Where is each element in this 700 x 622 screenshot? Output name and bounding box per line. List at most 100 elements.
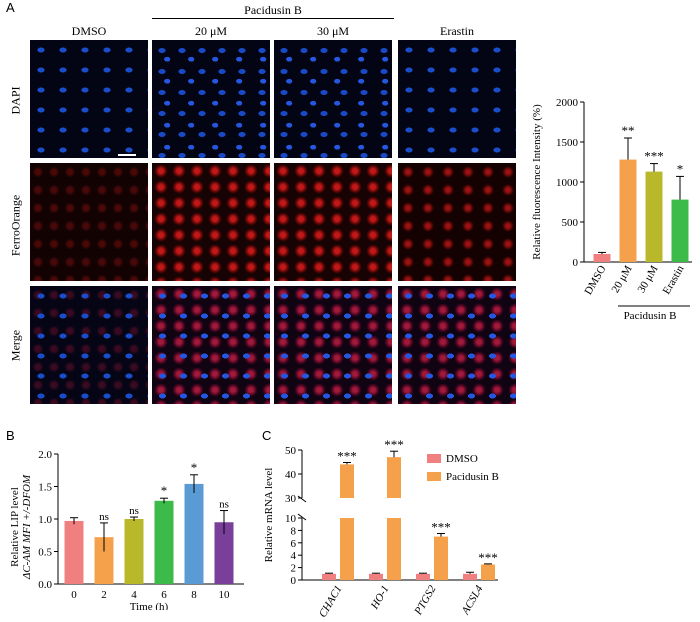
significance-label: ***	[384, 440, 404, 452]
y-tick-label: 8	[291, 525, 297, 537]
panel-a-letter: A	[6, 0, 15, 15]
significance-label: ***	[478, 550, 498, 565]
bar	[671, 199, 689, 262]
micrograph-merge-erastin	[398, 286, 516, 404]
y-tick-label: 40	[285, 469, 297, 481]
legend-swatch	[427, 454, 441, 463]
y-tick-label: 0	[573, 257, 579, 269]
y-tick-label: 0	[291, 575, 297, 587]
y-tick-label: 1000	[556, 177, 579, 189]
bar-upper-segment	[340, 464, 354, 498]
bar-upper-segment	[387, 457, 401, 498]
y-axis-title: Relative mRNA level	[263, 468, 275, 563]
x-axis-title: Time (h)	[130, 601, 169, 610]
column-label-dmso: DMSO	[71, 24, 107, 38]
fluorescence-chart: 0 500 1000 1500 2000 Relative fluorescence In…	[531, 97, 692, 322]
x-tick-label: Erastin	[661, 263, 687, 296]
x-tick-label: 30 μM	[635, 263, 660, 295]
column-label-20um: 20 μM	[194, 24, 228, 38]
bar	[645, 171, 663, 262]
bar	[322, 573, 336, 580]
bar-lower-segment	[340, 518, 354, 580]
micrograph-merge-dmso	[30, 286, 148, 404]
column-label-30um: 30 μM	[316, 24, 350, 38]
significance-label: ***	[431, 520, 451, 535]
micrograph-dapi-20um	[152, 40, 270, 158]
legend-label: Pacidusin B	[446, 471, 499, 483]
significance-label: **	[622, 123, 635, 138]
x-tick-label: 8	[191, 589, 197, 601]
y-tick-label: 1500	[556, 137, 579, 149]
x-tick-label: DMSO	[582, 263, 608, 297]
bar	[416, 573, 430, 580]
scale-bar	[118, 154, 136, 156]
pacidusin-group-line	[152, 18, 394, 19]
micrograph-merge-20um	[152, 286, 270, 404]
significance-label: ***	[337, 448, 357, 463]
panel-c-letter: C	[262, 428, 272, 443]
micrograph-ferroorange-dmso	[30, 163, 148, 281]
y-axis-title: Relative fluorescence Intensity (%)	[531, 104, 543, 260]
legend-swatch	[427, 472, 441, 481]
micrograph-dapi-30um	[274, 40, 392, 158]
bar	[463, 573, 477, 580]
micrograph-ferroorange-30um	[274, 163, 392, 281]
x-tick-label: 6	[161, 589, 167, 601]
group-label: Pacidusin B	[624, 310, 677, 322]
bar	[214, 522, 234, 584]
x-tick-label: 0	[71, 589, 77, 601]
bar	[154, 500, 174, 584]
micrograph-dapi-dmso	[30, 40, 148, 158]
bar	[619, 159, 637, 262]
axis-break-mark	[297, 495, 307, 503]
column-label-erastin: Erastin	[440, 24, 474, 38]
y-tick-label: 2000	[556, 97, 579, 109]
bar	[124, 519, 144, 584]
significance-label: *	[677, 161, 684, 176]
y-axis-title-line2: ΔC-AM MFI +/-DFOM	[21, 474, 33, 580]
x-tick-label: ACSL4	[459, 583, 486, 617]
bar	[369, 573, 383, 580]
significance-label: ns	[219, 499, 229, 511]
y-tick-label: 0.5	[38, 547, 52, 559]
significance-label: ***	[644, 149, 664, 164]
row-label-merge: Merge	[8, 329, 23, 362]
y-tick-label: 6	[291, 538, 297, 550]
y-tick-label: 2.0	[38, 449, 52, 461]
significance-label: ns	[99, 511, 109, 523]
y-tick-label: 10	[285, 513, 297, 525]
x-tick-label: PTGS2	[412, 583, 439, 618]
significance-label: ns	[129, 505, 139, 517]
row-label-dapi: DAPI	[8, 86, 23, 115]
y-tick-label: 50	[285, 445, 297, 457]
y-tick-label: 1.0	[38, 514, 52, 526]
bar	[593, 254, 611, 262]
y-tick-label: 1.5	[38, 482, 52, 494]
bar	[434, 536, 448, 580]
bar	[184, 483, 204, 584]
x-tick-label: 20 μM	[609, 263, 634, 295]
x-tick-label: 4	[131, 589, 137, 601]
pacidusin-group-label: Pacidusin B	[244, 3, 302, 17]
micrograph-ferroorange-erastin	[398, 163, 516, 281]
y-tick-label: 0.0	[38, 579, 52, 591]
y-tick-label: 2	[291, 563, 297, 575]
significance-label: *	[161, 483, 168, 498]
row-label-ferroorange: FerroOrange	[8, 194, 23, 257]
x-tick-label: HO-1	[368, 584, 391, 613]
y-tick-label: 4	[291, 550, 297, 562]
bar	[94, 537, 114, 584]
micrograph-merge-30um	[274, 286, 392, 404]
x-tick-label: CHAC1	[317, 584, 345, 620]
x-tick-label: 2	[101, 589, 107, 601]
micrograph-dapi-erastin	[398, 40, 516, 158]
lip-chart: 0.0 0.5 1.0 1.5 2.0 Relative LIP level ΔC-AM M…	[9, 449, 244, 610]
significance-label: *	[191, 460, 198, 475]
micrograph-ferroorange-20um	[152, 163, 270, 281]
y-tick-label: 500	[562, 217, 579, 229]
x-tick-label: 10	[219, 589, 231, 601]
y-tick-label: 30	[285, 493, 297, 505]
panel-b-letter: B	[6, 428, 15, 443]
bar	[481, 564, 495, 580]
